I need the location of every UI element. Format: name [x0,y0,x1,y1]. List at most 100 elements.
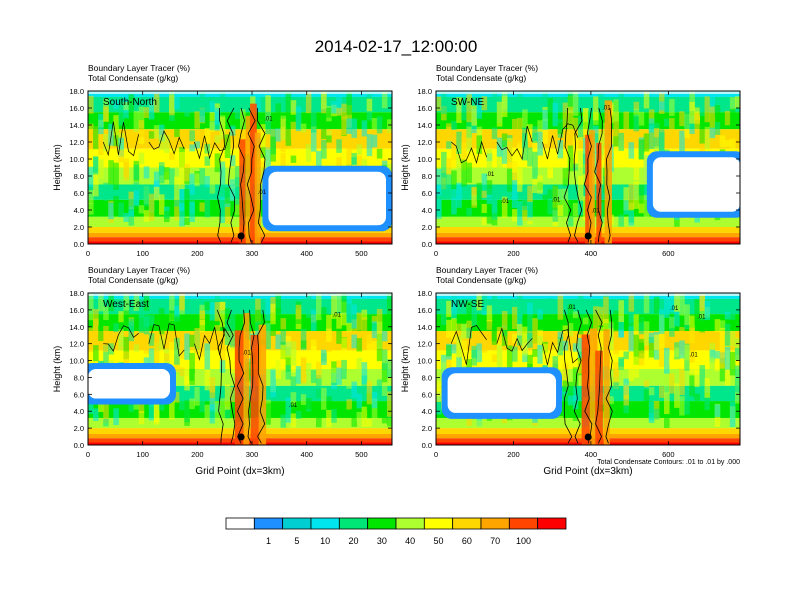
tracer-cell [103,185,109,201]
tracer-cell [734,96,740,109]
x-tick-label: 400 [585,450,598,459]
tracer-cell [108,293,114,312]
tracer-cell [643,153,650,182]
tracer-cell [547,169,554,179]
tracer-cell [567,395,574,406]
plot-frame [435,90,741,245]
tracer-cell [229,347,236,373]
tracer-cell [653,296,660,314]
tracer-cell [133,160,140,182]
tracer-cell [153,186,160,201]
tracer-cell [356,393,363,409]
tracer-cell [446,300,452,318]
tracer-cell [88,166,94,187]
tracer-cell [567,217,574,227]
tracer-cell [204,343,211,370]
tracer-cell [331,101,337,114]
tracer-cell [270,136,276,162]
tracer-cell [371,315,378,324]
condensate-contour [573,309,582,444]
tracer-cell [189,130,195,142]
tracer-cell [93,345,99,362]
tracer-cell [265,95,271,122]
tracer-cell [103,306,109,321]
tracer-cell [557,122,564,134]
tracer-cell [88,293,94,321]
tracer-cell [371,391,378,409]
colorbar-swatch [508,517,539,530]
tracer-cell [174,338,180,365]
tracer-cell [386,293,392,319]
tracer-cell [552,207,559,222]
clear-region [268,171,386,226]
tracer-cell [537,345,543,364]
tracer-cell [593,125,599,154]
tracer-cell [113,408,119,426]
tracer-cell [381,380,388,396]
tracer-cell [143,210,150,223]
tracer-cell [451,140,457,168]
tracer-cell [714,404,721,417]
tracer-cell [562,340,569,351]
tracer-cell [321,122,327,140]
tracer-cell [321,307,327,318]
tracer-cell [118,137,124,157]
tracer-cell [572,163,579,171]
tracer-cell [88,95,94,114]
contour-label: .01 [567,305,576,311]
y-tick-label: 14.0 [69,121,84,130]
tracer-cell [714,359,721,372]
tracer-cell [466,359,472,371]
x-tick-label: 0 [434,249,438,258]
tracer-cell [310,370,317,384]
panel-title-tracer: Boundary Layer Tracer (%) [88,265,190,275]
tracer-cell [577,150,584,175]
tracer-cell [547,198,554,215]
colorbar-swatch [310,517,340,530]
tracer-cell [618,91,624,111]
tracer-cell [456,155,462,168]
tracer-cell [734,348,740,361]
tracer-cell [361,309,368,320]
clear-region [447,373,557,413]
tracer-cell [179,293,185,311]
tracer-cell [351,135,358,150]
tracer-cell [451,318,457,342]
tracer-cell [336,367,342,385]
tracer-cell [517,168,523,192]
tracer-cell [542,119,548,144]
tracer-cell [552,356,559,376]
condensate-contour [247,309,255,444]
tracer-cell [658,386,665,398]
tracer-cell [290,341,297,366]
tracer-cell [537,335,543,349]
tracer-cell [638,350,645,366]
tracer-cell [275,293,282,313]
tracer-cell [461,323,467,340]
tracer-field [436,91,740,244]
tracer-cell [341,116,347,136]
tracer-cell [471,312,478,326]
y-tick-label: 0.0 [74,240,84,249]
tracer-cell [466,301,472,320]
tracer-cell [456,323,462,340]
tracer-cell [138,152,145,165]
tracer-cell [310,110,317,133]
tracer-cell [204,404,211,420]
tracer-cell [346,296,352,324]
tracer-cell [270,369,276,398]
tracer-cell [547,189,554,199]
tracer-cell [506,168,513,192]
tracer-cell [648,387,655,396]
tracer-cell [229,179,236,202]
tracer-cell [481,217,488,226]
tracer-cell [648,401,655,423]
tracer-cell [689,352,695,376]
tracer-cell [522,133,528,161]
tracer-cell [199,387,206,413]
condensate-contour [584,309,593,444]
tracer-cell [638,316,645,335]
tracer-cell [381,331,388,342]
tracer-cell [562,202,569,221]
tracer-cell [476,420,483,428]
